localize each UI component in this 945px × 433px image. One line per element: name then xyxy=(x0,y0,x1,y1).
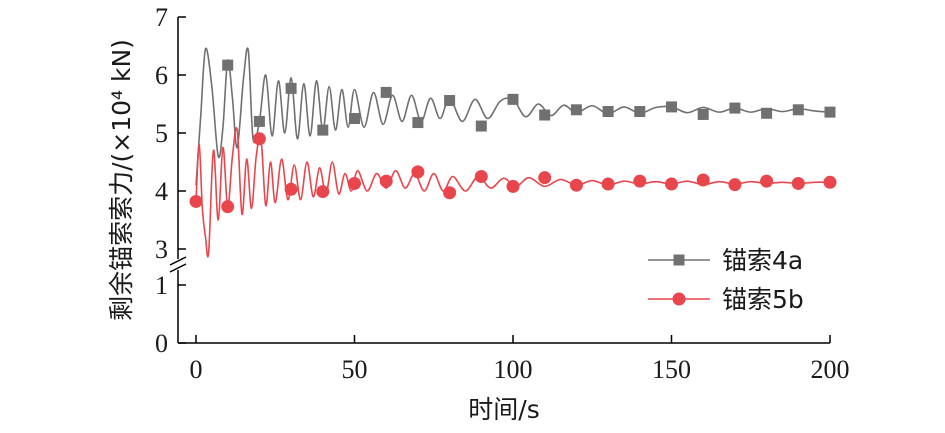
square-marker xyxy=(380,86,392,98)
y-tick-label: 1 xyxy=(155,271,168,300)
y-tick-label: 5 xyxy=(155,119,168,148)
y-tick-label: 0 xyxy=(155,329,168,358)
x-tick-label: 200 xyxy=(811,355,850,384)
x-tick-label: 100 xyxy=(494,355,533,384)
square-marker xyxy=(570,104,582,116)
legend-label: 锚索5b xyxy=(722,285,804,314)
x-ticks: 0 50 100 150 200 xyxy=(190,335,850,384)
series xyxy=(189,47,837,258)
circle-marker xyxy=(443,186,457,200)
square-marker xyxy=(729,102,741,114)
square-marker xyxy=(539,109,551,121)
series-2 xyxy=(189,127,837,258)
legend-circle-marker xyxy=(672,292,686,306)
series-line xyxy=(195,127,831,258)
square-marker xyxy=(285,82,297,94)
square-marker xyxy=(222,59,234,71)
square-marker xyxy=(697,108,709,120)
y-ticks: 0 1 3 4 5 6 7 xyxy=(155,3,186,358)
y-tick-label: 6 xyxy=(155,61,168,90)
square-marker xyxy=(317,124,329,136)
square-marker xyxy=(602,106,614,118)
circle-marker xyxy=(474,170,488,183)
circle-marker xyxy=(252,132,266,146)
circle-marker xyxy=(411,165,425,179)
x-tick-label: 50 xyxy=(342,355,368,384)
square-marker xyxy=(475,120,487,132)
circle-marker xyxy=(728,178,742,192)
circle-marker xyxy=(601,177,615,191)
circle-marker xyxy=(823,175,837,189)
y-axis-title: 剩余锚索索力/(×10⁴ kN) xyxy=(107,39,136,321)
legend-item: 锚索5b xyxy=(648,285,804,314)
circle-marker xyxy=(284,182,298,196)
circle-marker xyxy=(379,174,393,188)
series-line xyxy=(195,47,831,186)
square-marker xyxy=(792,104,804,116)
square-marker xyxy=(761,107,773,119)
legend-label: 锚索4a xyxy=(722,246,803,275)
legend: 锚索4a 锚索5b xyxy=(648,246,804,314)
axes: 0 1 3 4 5 6 7 0 50 100 150 200 xyxy=(155,3,850,384)
circle-marker xyxy=(506,179,520,193)
circle-marker xyxy=(569,178,583,192)
legend-item: 锚索4a xyxy=(648,246,803,275)
x-axis-title: 时间/s xyxy=(468,395,539,424)
circle-marker xyxy=(791,176,805,190)
square-marker xyxy=(666,101,677,113)
square-marker xyxy=(507,93,519,105)
square-marker xyxy=(412,117,424,129)
circle-marker xyxy=(316,185,330,199)
circle-marker xyxy=(348,176,361,190)
square-marker xyxy=(349,113,360,124)
y-tick-label: 3 xyxy=(155,235,168,264)
x-tick-label: 150 xyxy=(652,355,691,384)
circle-marker xyxy=(760,174,774,188)
circle-marker xyxy=(633,174,647,188)
axis-break-mark xyxy=(169,256,187,273)
circle-marker xyxy=(538,171,552,185)
circle-marker xyxy=(665,177,678,191)
square-marker xyxy=(444,95,456,107)
legend-square-marker xyxy=(673,254,685,266)
circle-marker xyxy=(221,200,235,214)
circle-marker xyxy=(696,173,710,187)
square-marker xyxy=(634,106,646,118)
square-marker xyxy=(253,115,265,127)
y-tick-label: 7 xyxy=(155,3,168,32)
circle-marker xyxy=(189,194,203,208)
square-marker xyxy=(824,106,836,118)
series-1 xyxy=(195,47,836,186)
x-tick-label: 0 xyxy=(190,355,203,384)
y-tick-label: 4 xyxy=(155,177,168,206)
